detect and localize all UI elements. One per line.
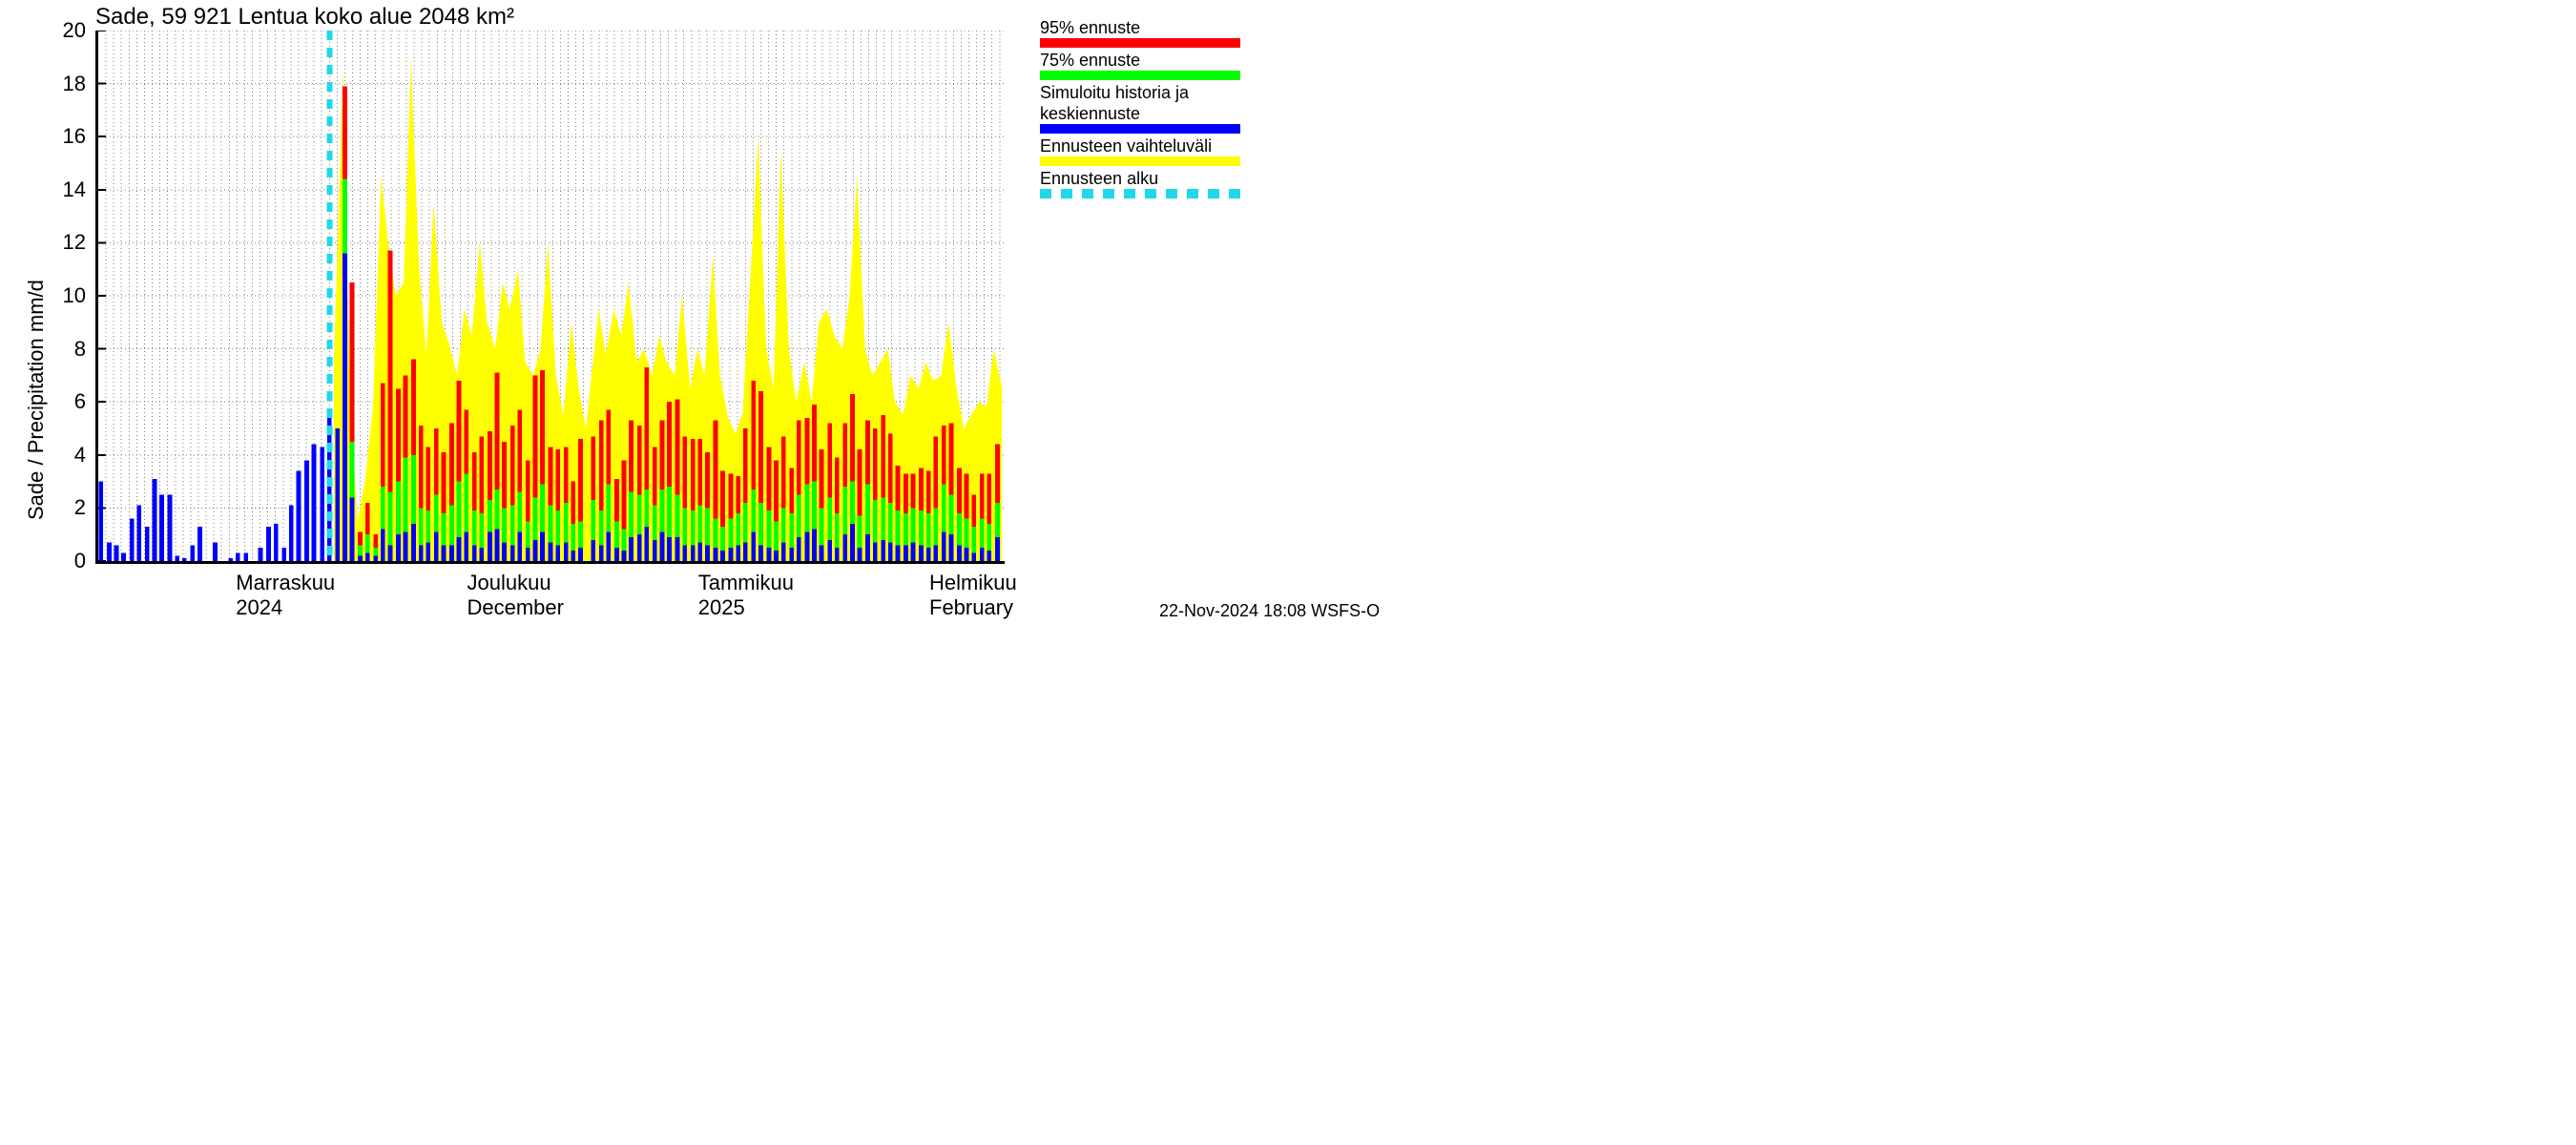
x-tick-bottom: 2025 — [698, 595, 745, 620]
legend-label: 75% ennuste — [1040, 50, 1240, 71]
x-tick-top: Tammikuu — [698, 571, 794, 595]
chart-container: Sade, 59 921 Lentua koko alue 2048 km² S… — [0, 0, 1431, 635]
legend-entry: Ennusteen alku — [1040, 168, 1240, 198]
legend-swatch — [1040, 71, 1240, 80]
x-tick-bottom: 2024 — [236, 595, 282, 620]
legend-swatch — [1040, 38, 1240, 48]
legend-entry: 95% ennuste — [1040, 17, 1240, 48]
legend-entry: Ennusteen vaihteluväli — [1040, 135, 1240, 166]
y-tick: 18 — [48, 72, 86, 96]
y-axis-label: Sade / Precipitation mm/d — [24, 280, 49, 520]
y-tick: 4 — [48, 443, 86, 468]
legend-swatch — [1040, 124, 1240, 134]
y-tick: 10 — [48, 283, 86, 308]
legend-swatch — [1040, 156, 1240, 166]
legend-label: Ennusteen alku — [1040, 168, 1240, 189]
legend-label: 95% ennuste — [1040, 17, 1240, 38]
legend: 95% ennuste 75% ennuste Simuloitu historia… — [1040, 17, 1240, 200]
x-tick-top: Helmikuu — [929, 571, 1017, 595]
y-tick: 16 — [48, 124, 86, 149]
plot-svg — [98, 31, 1005, 561]
x-tick-bottom: December — [467, 595, 564, 620]
y-tick: 12 — [48, 230, 86, 255]
legend-entry: Simuloitu historia ja keskiennuste — [1040, 82, 1240, 134]
chart-title: Sade, 59 921 Lentua koko alue 2048 km² — [95, 4, 514, 31]
x-tick-top: Marraskuu — [236, 571, 335, 595]
legend-label: Simuloitu historia ja keskiennuste — [1040, 82, 1240, 124]
y-tick: 0 — [48, 549, 86, 573]
x-tick-top: Joulukuu — [467, 571, 551, 595]
legend-swatch — [1040, 189, 1240, 198]
y-tick: 20 — [48, 18, 86, 43]
x-tick-bottom: February — [929, 595, 1013, 620]
y-tick: 14 — [48, 177, 86, 202]
y-tick: 2 — [48, 495, 86, 520]
footer-timestamp: 22-Nov-2024 18:08 WSFS-O — [1159, 601, 1380, 621]
y-tick: 6 — [48, 389, 86, 414]
plot-area — [95, 31, 1005, 564]
legend-entry: 75% ennuste — [1040, 50, 1240, 80]
y-tick: 8 — [48, 337, 86, 362]
legend-label: Ennusteen vaihteluväli — [1040, 135, 1240, 156]
